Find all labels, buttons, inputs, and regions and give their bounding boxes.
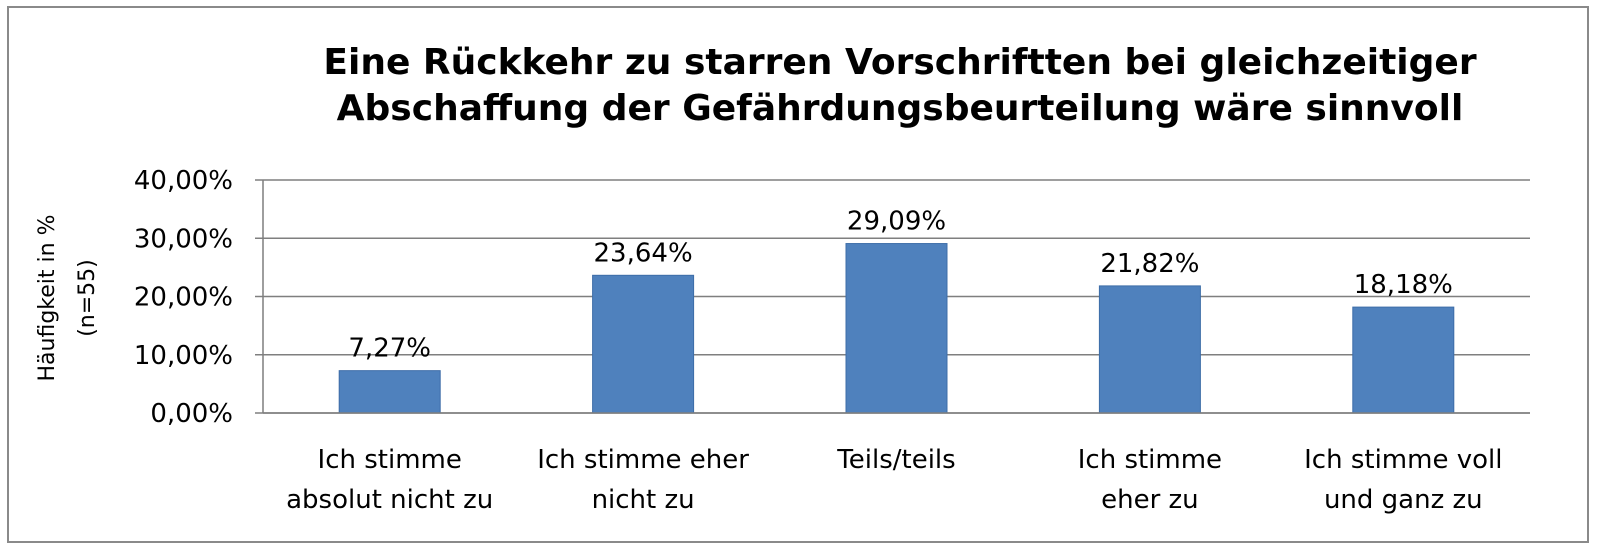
data-label: 23,64% <box>594 238 693 268</box>
y-tick-label: 10,00% <box>134 341 233 371</box>
bar <box>592 274 695 414</box>
x-category-label: eher zu <box>1101 485 1199 515</box>
x-category-label: und ganz zu <box>1324 485 1483 515</box>
y-tick-label: 20,00% <box>134 283 233 313</box>
bar <box>338 370 441 414</box>
y-tick-label: 0,00% <box>150 399 233 429</box>
bar <box>845 243 948 414</box>
chart-title-line-1: Eine Rückkehr zu starren Vorschriftten b… <box>323 42 1477 83</box>
x-category-label: Ich stimme <box>1078 445 1222 475</box>
x-category-label: Ich stimme eher <box>537 445 749 475</box>
data-label: 21,82% <box>1100 249 1199 279</box>
data-label: 7,27% <box>348 334 431 364</box>
y-axis-label: (n=55) <box>75 259 100 337</box>
chart-frame <box>7 6 1589 543</box>
x-category-label: Ich stimme <box>318 445 462 475</box>
x-category-label: nicht zu <box>592 485 695 515</box>
data-label: 18,18% <box>1354 270 1453 300</box>
y-tick-label: 30,00% <box>134 224 233 254</box>
y-tick-label: 40,00% <box>134 166 233 196</box>
bar <box>1098 285 1201 414</box>
chart-title-line-2: Abschaffung der Gefährdungsbeurteilung w… <box>336 88 1464 129</box>
x-category-label: Teils/teils <box>836 445 955 475</box>
x-category-label: Ich stimme voll <box>1304 445 1502 475</box>
data-label: 29,09% <box>847 207 946 237</box>
y-axis-label: Häufigkeit in % <box>35 215 60 382</box>
x-category-label: absolut nicht zu <box>286 485 493 515</box>
bar <box>1352 306 1455 414</box>
